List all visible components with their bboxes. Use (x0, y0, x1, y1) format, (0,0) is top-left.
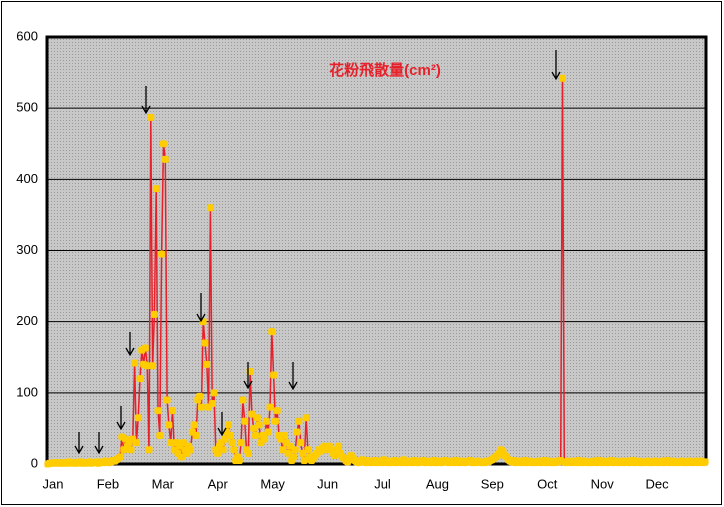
data-point (273, 407, 281, 415)
data-point (280, 432, 288, 440)
x-tick-label: Mar (152, 476, 175, 491)
data-point (304, 446, 312, 454)
data-point (262, 417, 270, 425)
data-point (255, 421, 263, 429)
data-point (237, 439, 245, 447)
x-tick-label: Dec (646, 476, 670, 491)
data-point (248, 410, 256, 418)
data-point (141, 344, 149, 352)
data-point (206, 204, 214, 212)
data-point (289, 453, 297, 461)
data-point (154, 407, 162, 415)
x-tick-label: Nov (591, 476, 615, 491)
data-point (253, 414, 261, 422)
data-point (190, 421, 198, 429)
data-point (201, 339, 209, 347)
data-point (143, 362, 151, 370)
data-point (178, 453, 186, 461)
data-point (264, 428, 272, 436)
data-point (158, 250, 166, 258)
chart-title: 花粉飛散量(cm²) (329, 61, 441, 79)
x-tick-label: Oct (537, 476, 558, 491)
data-point (261, 435, 269, 443)
y-tick-label: 600 (16, 28, 38, 43)
y-tick-label: 0 (31, 455, 38, 470)
x-tick-label: Feb (97, 476, 119, 491)
data-point (197, 403, 205, 411)
x-tick-label: Aug (426, 476, 449, 491)
data-point (192, 432, 200, 440)
data-point (302, 414, 310, 422)
data-point (219, 446, 227, 454)
data-point (167, 439, 175, 447)
data-point (271, 417, 279, 425)
data-point (701, 458, 709, 466)
data-point (156, 432, 164, 440)
data-point (134, 414, 142, 422)
data-point (286, 442, 294, 450)
data-point (331, 451, 339, 459)
x-tick-label: May (260, 476, 285, 491)
data-point (179, 439, 187, 447)
data-point (147, 113, 155, 121)
data-point (239, 396, 247, 404)
data-point (297, 439, 305, 447)
data-point (127, 446, 135, 454)
x-tick-label: Jul (374, 476, 391, 491)
data-point (210, 389, 218, 397)
data-point (279, 446, 287, 454)
y-tick-label: 300 (16, 242, 38, 257)
data-point (163, 396, 171, 404)
data-point (145, 446, 153, 454)
x-tick-label: Apr (208, 476, 229, 491)
data-point (208, 400, 216, 408)
y-tick-label: 200 (16, 313, 38, 328)
x-tick-label: Jan (43, 476, 64, 491)
y-tick-label: 400 (16, 171, 38, 186)
data-point (284, 449, 292, 457)
data-point (241, 417, 249, 425)
data-point (291, 446, 299, 454)
data-point (149, 362, 157, 370)
data-point (252, 432, 260, 440)
data-point (150, 311, 158, 319)
data-point (268, 328, 276, 336)
data-point (221, 435, 229, 443)
data-point (558, 74, 566, 82)
data-point (244, 449, 252, 457)
data-point (131, 359, 139, 367)
data-point (152, 185, 160, 193)
x-tick-label: Sep (481, 476, 504, 491)
data-point (116, 453, 124, 461)
data-point (293, 428, 301, 436)
data-point (235, 456, 243, 464)
data-point (165, 421, 173, 429)
y-tick-label: 100 (16, 384, 38, 399)
data-point (168, 407, 176, 415)
data-point (214, 449, 222, 457)
data-point (270, 371, 278, 379)
data-point (266, 403, 274, 411)
data-point (250, 424, 258, 432)
data-point (230, 446, 238, 454)
data-point (187, 446, 195, 454)
y-tick-label: 500 (16, 100, 38, 115)
data-point (132, 439, 140, 447)
data-point (203, 360, 211, 368)
x-tick-label: Jun (317, 476, 338, 491)
data-point (226, 432, 234, 440)
data-point (136, 375, 144, 383)
data-point (300, 456, 308, 464)
data-point (224, 421, 232, 429)
data-point (295, 417, 303, 425)
data-point (228, 439, 236, 447)
data-point (335, 442, 343, 450)
data-point (159, 140, 167, 148)
data-point (298, 449, 306, 457)
data-point (196, 392, 204, 400)
annotation-arrows (74, 50, 561, 455)
data-point (161, 155, 169, 163)
